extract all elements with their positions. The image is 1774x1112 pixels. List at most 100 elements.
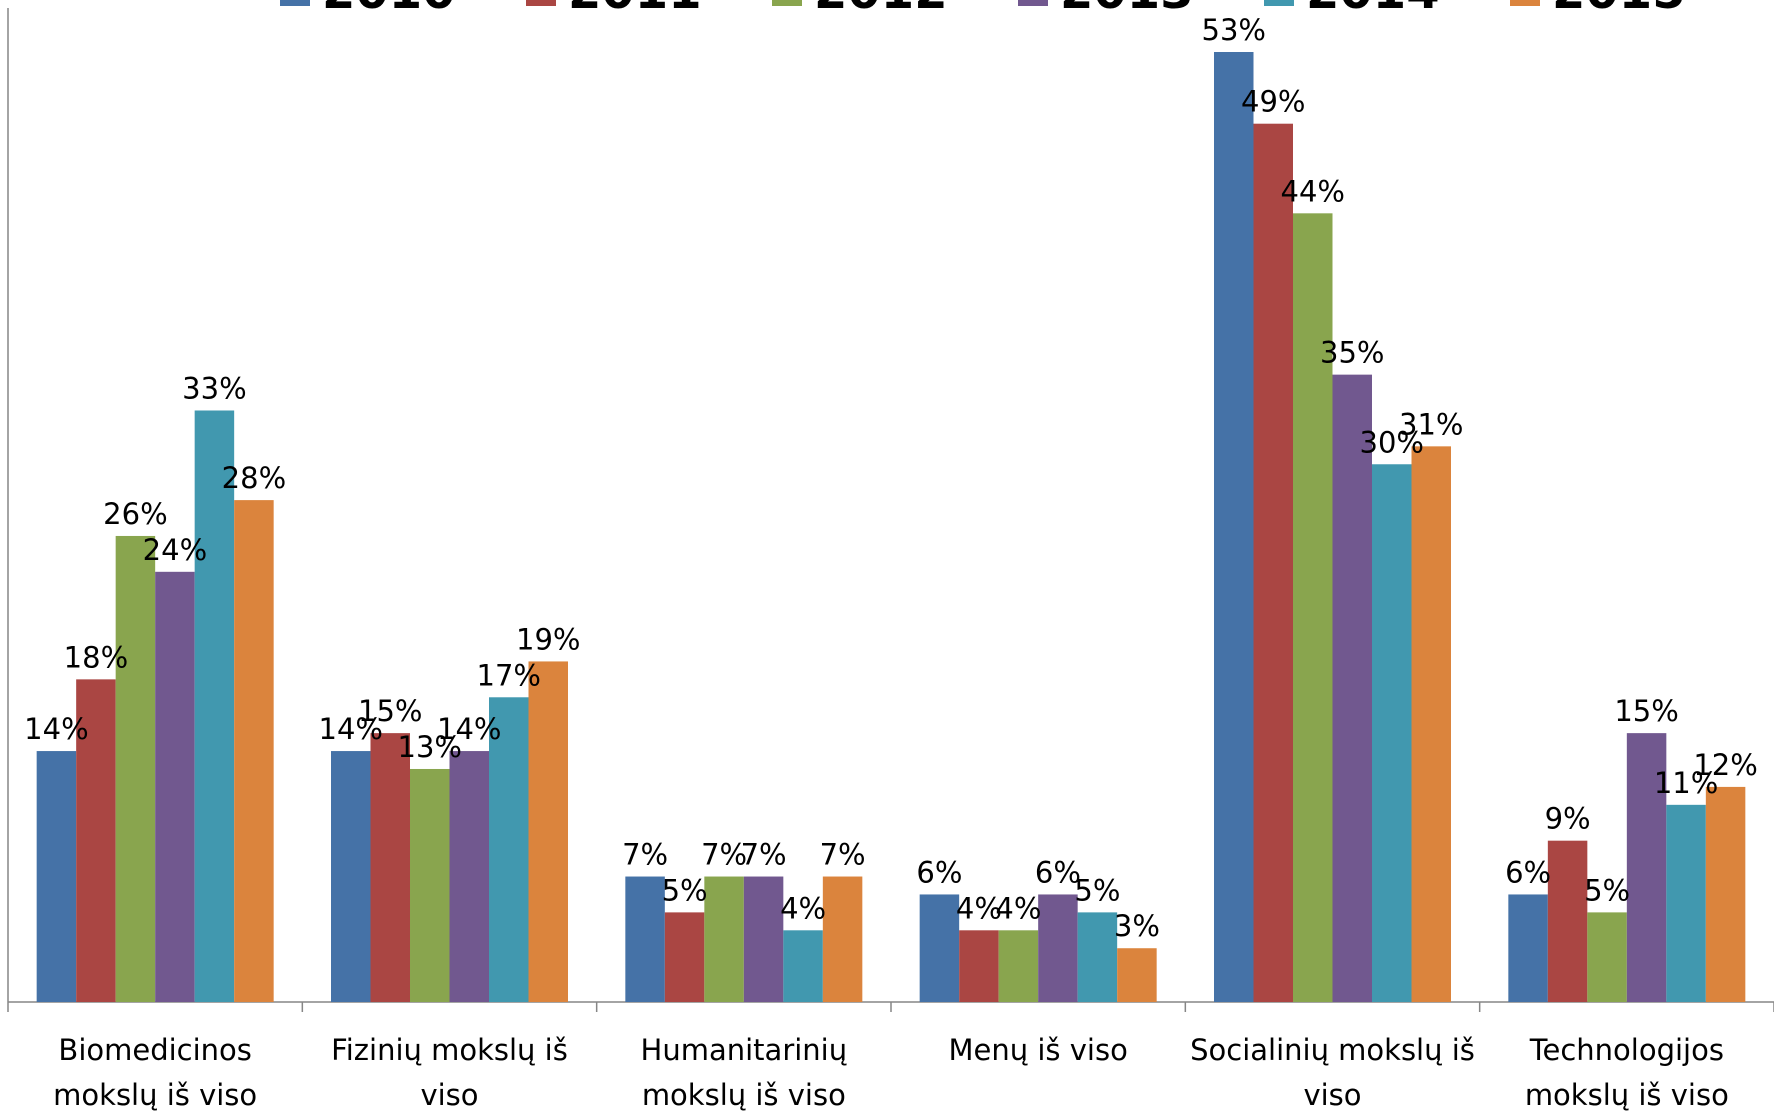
data-label: 4%: [780, 891, 826, 925]
data-label: 53%: [1202, 13, 1266, 47]
bar-2015-5: [1705, 786, 1746, 1002]
data-label: 3%: [1114, 909, 1160, 943]
data-label: 15%: [1614, 694, 1678, 728]
category-label: Menų iš viso: [949, 1033, 1128, 1067]
bar-2013-1: [449, 751, 489, 1002]
data-label: 9%: [1545, 802, 1591, 836]
bar-2011-2: [664, 912, 705, 1002]
bars: [36, 52, 1746, 1003]
bar-2010-0: [36, 751, 77, 1002]
data-label: 6%: [1505, 855, 1551, 889]
bar-2015-4: [1411, 446, 1451, 1003]
bar-2014-2: [783, 930, 823, 1002]
bar-2015-2: [822, 876, 863, 1002]
bar-2013-4: [1332, 374, 1372, 1003]
category-label: Technologijos: [1529, 1033, 1724, 1067]
bar-2014-5: [1666, 804, 1706, 1002]
legend-swatch: [280, 0, 310, 6]
data-label: 35%: [1320, 336, 1384, 370]
data-label: 5%: [1584, 873, 1630, 907]
data-label: 4%: [995, 891, 1041, 925]
category-label: mokslų iš viso: [642, 1078, 846, 1112]
axes: [7, 8, 1774, 1012]
bar-2014-1: [489, 697, 529, 1002]
category-label: viso: [1303, 1078, 1361, 1112]
legend: 2010 2011 2012 2013 2014 2015: [280, 0, 1686, 20]
data-label: 49%: [1241, 85, 1305, 119]
category-label: viso: [420, 1078, 478, 1112]
category-label: Fizinių mokslų iš: [331, 1033, 568, 1067]
legend-label: 2012: [814, 0, 948, 20]
bar-2010-3: [919, 894, 960, 1002]
data-label: 5%: [1074, 873, 1120, 907]
data-label: 4%: [956, 891, 1002, 925]
legend-label: 2011: [568, 0, 702, 20]
data-label: 33%: [182, 371, 246, 405]
bar-2013-2: [743, 876, 784, 1002]
bar-2015-0: [234, 500, 274, 1002]
bar-2011-4: [1253, 123, 1293, 1002]
category-label: mokslų iš viso: [1525, 1078, 1729, 1112]
category-labels: Biomedicinos mokslų iš viso Fizinių mokslų…: [53, 1033, 1729, 1112]
bar-2012-2: [704, 876, 744, 1002]
data-label: 14%: [24, 712, 88, 746]
bar-2010-2: [625, 876, 665, 1002]
data-label: 19%: [516, 622, 580, 656]
legend-swatch: [1510, 0, 1540, 6]
bar-2011-3: [959, 930, 999, 1002]
bar-2012-3: [998, 930, 1039, 1002]
bar-2012-4: [1293, 213, 1333, 1003]
data-label: 30%: [1360, 425, 1424, 459]
legend-label: 2014: [1306, 0, 1440, 20]
legend-swatch: [772, 0, 802, 6]
data-label: 7%: [622, 838, 668, 872]
legend-label: 2013: [1060, 0, 1194, 20]
data-label: 15%: [358, 694, 422, 728]
data-label: 26%: [103, 497, 167, 531]
data-label: 5%: [662, 873, 708, 907]
bar-2014-0: [194, 410, 235, 1002]
data-label: 11%: [1654, 766, 1718, 800]
data-label: 7%: [701, 838, 747, 872]
bar-2015-1: [528, 661, 568, 1002]
bar-2014-3: [1077, 912, 1118, 1002]
bar-2011-1: [370, 733, 410, 1002]
category-label: Biomedicinos: [58, 1033, 251, 1067]
bar-2013-3: [1038, 894, 1078, 1002]
bar-2015-3: [1117, 948, 1157, 1002]
data-label: 18%: [64, 640, 128, 674]
data-label: 13%: [398, 730, 462, 764]
bar-2010-1: [331, 751, 371, 1002]
bar-2011-0: [76, 679, 116, 1002]
data-label: 6%: [1035, 855, 1081, 889]
bar-2013-5: [1626, 733, 1667, 1002]
legend-label: 2010: [322, 0, 456, 20]
bar-2010-4: [1214, 52, 1254, 1002]
category-label: mokslų iš viso: [53, 1078, 257, 1112]
data-label: 14%: [437, 712, 501, 746]
data-labels: 14%18%26%24%33%28%14%15%13%14%17%19%7%5%…: [24, 13, 1758, 943]
bar-2012-0: [115, 535, 156, 1002]
data-label: 44%: [1281, 174, 1345, 208]
data-label: 6%: [916, 855, 962, 889]
data-label: 7%: [741, 838, 787, 872]
bar-2012-1: [410, 768, 450, 1002]
data-label: 7%: [820, 838, 866, 872]
legend-swatch: [1264, 0, 1294, 6]
legend-swatch: [526, 0, 556, 6]
bar-2011-5: [1547, 840, 1588, 1002]
data-label: 28%: [222, 461, 286, 495]
category-label: Humanitarinių: [641, 1033, 848, 1067]
bar-2014-4: [1372, 464, 1412, 1002]
data-label: 12%: [1693, 748, 1757, 782]
data-label: 14%: [319, 712, 383, 746]
data-label: 31%: [1399, 407, 1463, 441]
bar-2010-5: [1508, 894, 1548, 1002]
category-label: Socialinių mokslų iš: [1190, 1033, 1475, 1067]
bar-2012-5: [1587, 912, 1627, 1002]
bar-2013-0: [155, 571, 195, 1002]
data-label: 17%: [477, 658, 541, 692]
legend-swatch: [1018, 0, 1048, 6]
data-label: 24%: [143, 533, 207, 567]
